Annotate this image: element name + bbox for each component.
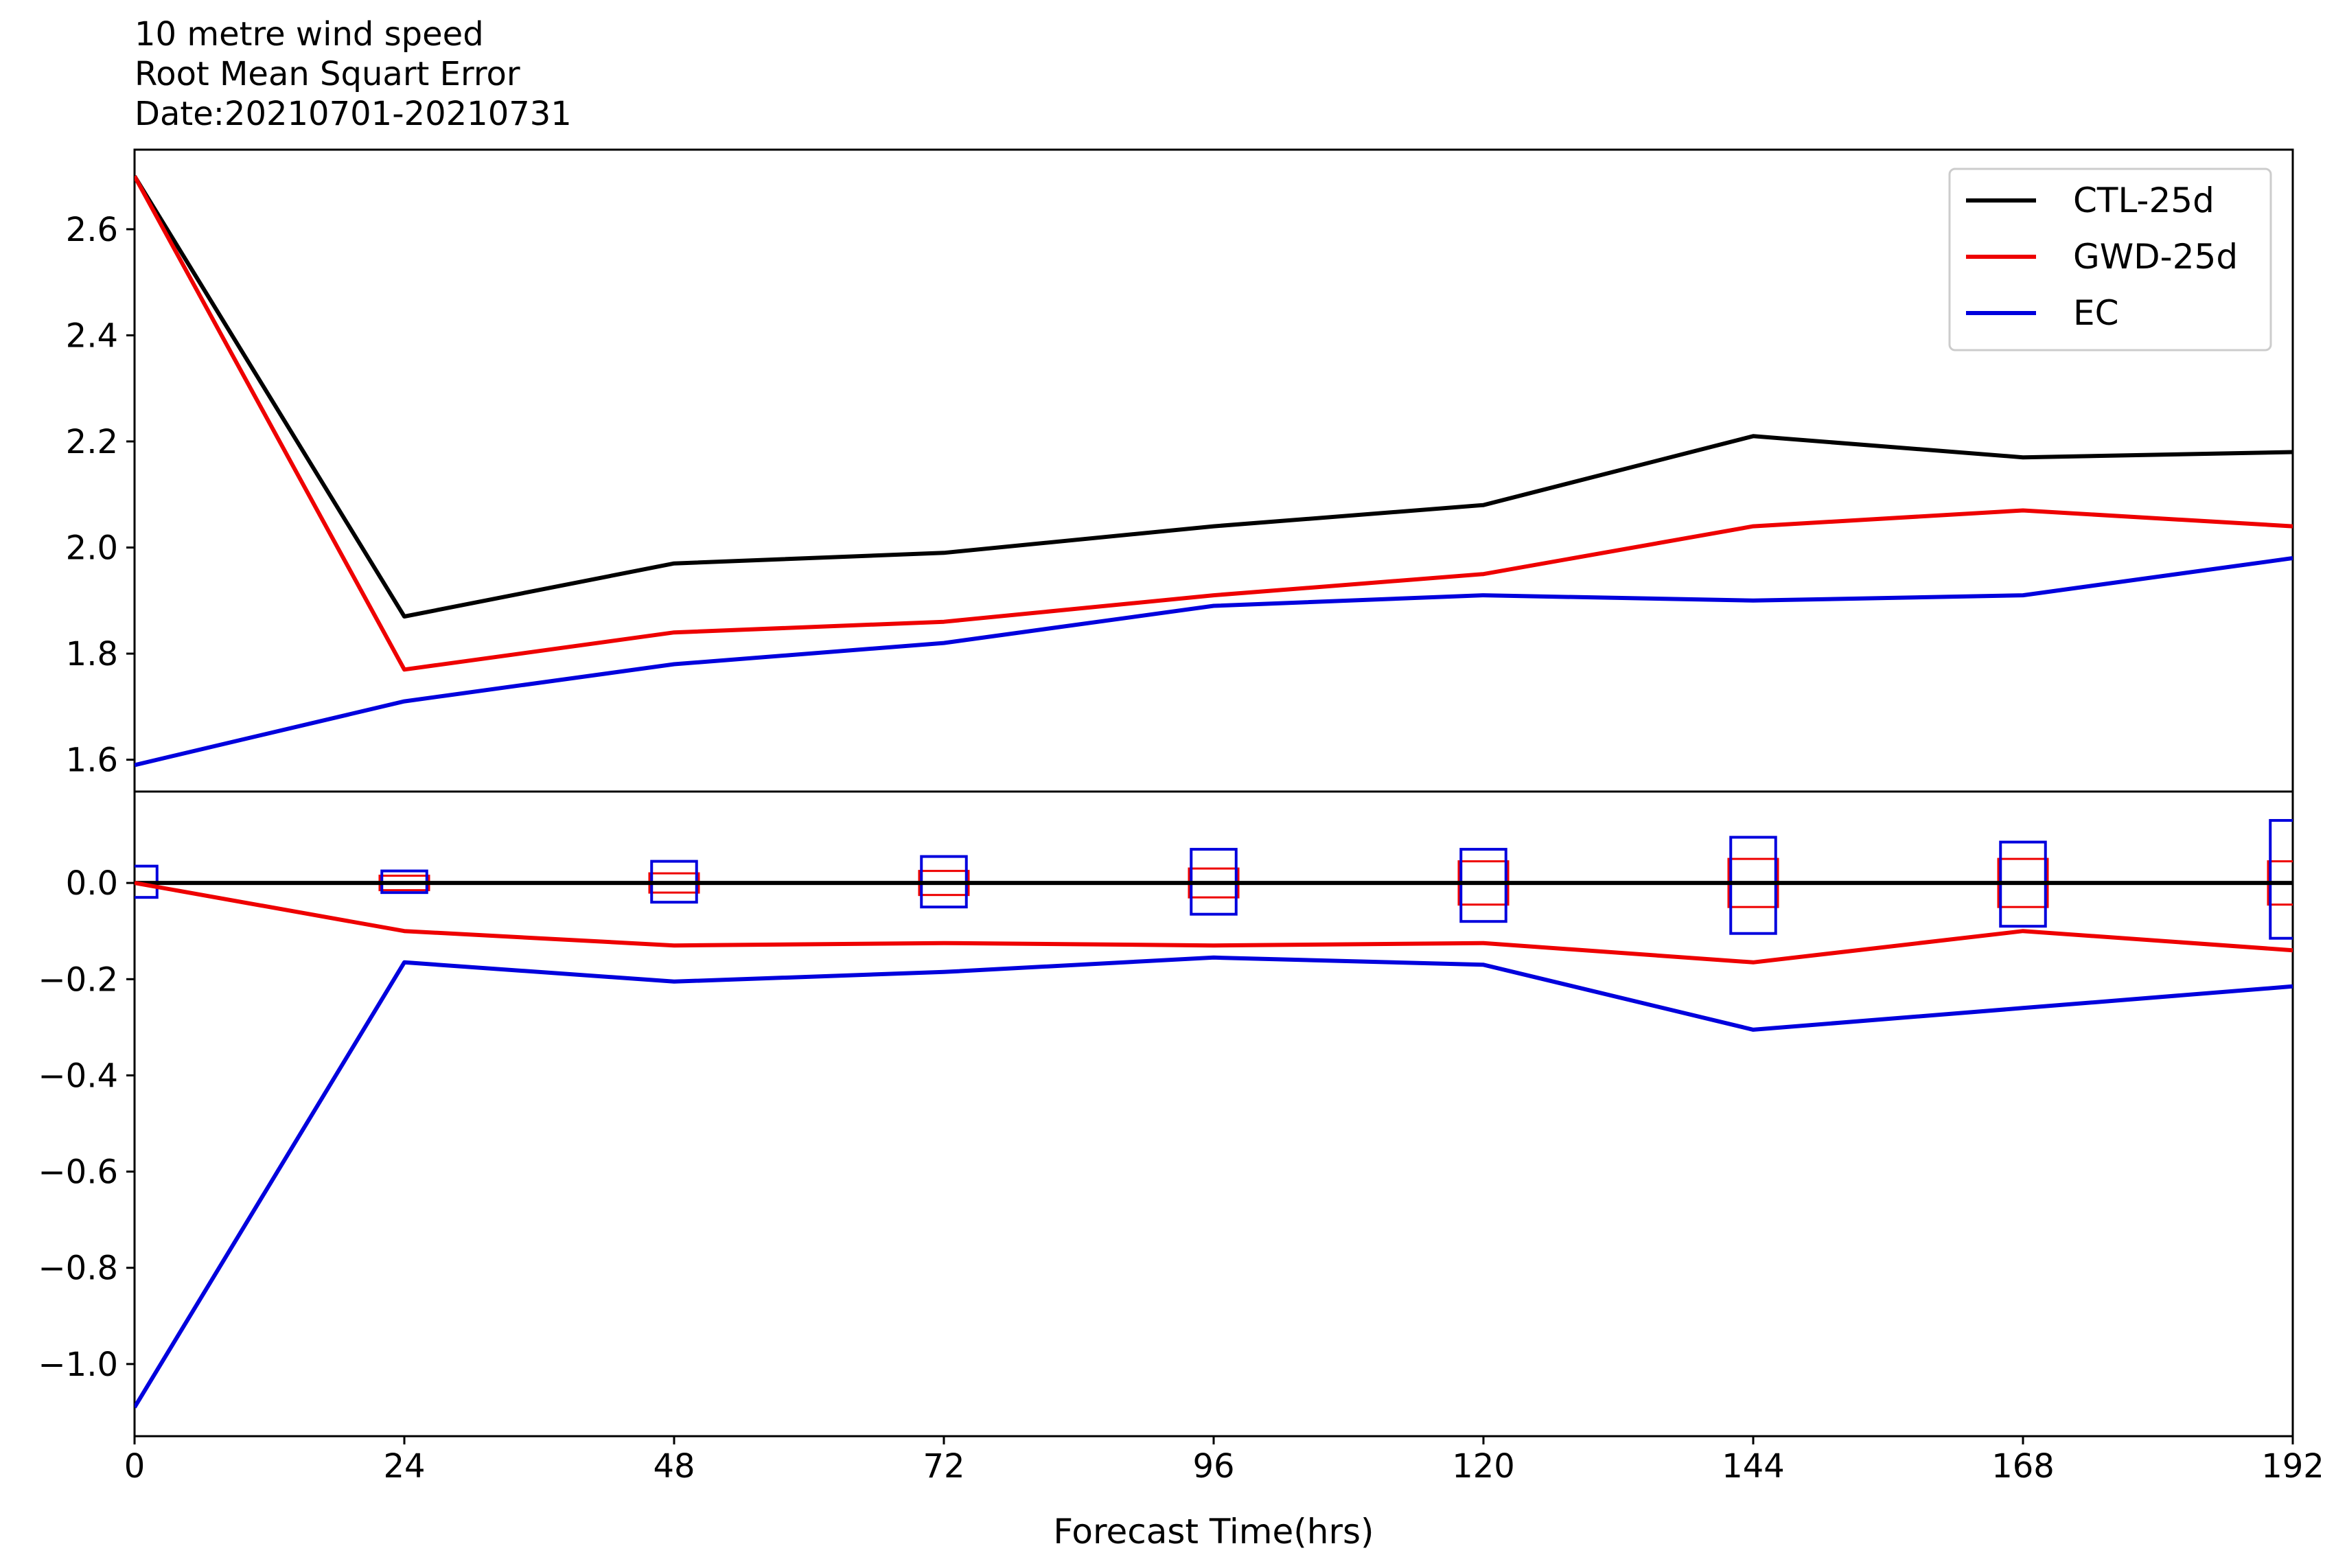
top-y-tick-label: 2.2	[66, 423, 118, 461]
x-tick-label: 144	[1722, 1447, 1785, 1486]
box-ec	[1459, 848, 1507, 923]
legend-label-ec: EC	[2073, 293, 2119, 333]
bottom-y-tick-label: −0.8	[38, 1249, 118, 1288]
bottom-panel: 0.0 −0.2 −0.4 −0.6 −0.8 −1.0 0 24 48 72 96 120 144 16…	[38, 790, 2324, 1486]
box-ec	[1729, 835, 1777, 935]
legend-label-gwd-25d: GWD-25d	[2073, 237, 2238, 277]
top-y-tick-label: 2.6	[66, 211, 118, 249]
x-tick-label: 120	[1452, 1447, 1515, 1486]
chart-title-line-2: Root Mean Squart Error	[135, 55, 520, 93]
x-tick-label: 72	[923, 1447, 964, 1486]
top-panel: 1.6 1.8 2.0 2.2 2.4 2.6	[66, 148, 2294, 793]
top-series-line-gwd-25d	[135, 175, 2293, 672]
top-y-tick-label: 2.0	[66, 529, 118, 568]
bottom-plot-frame	[133, 790, 2294, 1438]
bottom-plot-area	[135, 819, 2293, 1409]
x-tick-label: 192	[2261, 1447, 2324, 1486]
top-y-tick-label: 1.6	[66, 741, 118, 780]
top-series-line-ec	[135, 556, 2293, 768]
x-tick-label: 48	[653, 1447, 695, 1486]
legend-box	[1948, 168, 2272, 351]
bottom-y-tick-label: −1.0	[38, 1346, 118, 1384]
x-tick-label: 96	[1192, 1447, 1234, 1486]
chart-title-line-1: 10 metre wind speed	[135, 15, 484, 54]
legend: CTL-25d GWD-25d EC	[1948, 168, 2272, 351]
legend-label-ctl-25d: CTL-25d	[2073, 181, 2215, 220]
chart-title-line-3: Date:20210701-20210731	[135, 95, 572, 133]
top-plot-area	[135, 175, 2293, 768]
x-tick-label: 0	[124, 1447, 146, 1486]
top-series-line-ctl-25d	[135, 175, 2293, 619]
box-ec	[2269, 819, 2293, 940]
x-axis-label: Forecast Time(hrs)	[1053, 1512, 1374, 1552]
x-tick-label: 168	[1991, 1447, 2055, 1486]
bottom-series-line-gwd-25d	[135, 881, 2293, 965]
bottom-y-tick-label: 0.0	[66, 864, 118, 903]
bottom-series-line-ec	[135, 955, 2293, 1409]
bottom-y-tick-label: −0.6	[38, 1153, 118, 1192]
bottom-y-tick-label: −0.4	[38, 1057, 118, 1095]
top-y-tick-label: 1.8	[66, 635, 118, 673]
bottom-y-tick-label: −0.2	[38, 960, 118, 999]
top-y-tick-label: 2.4	[66, 316, 118, 355]
x-tick-label: 24	[383, 1447, 425, 1486]
